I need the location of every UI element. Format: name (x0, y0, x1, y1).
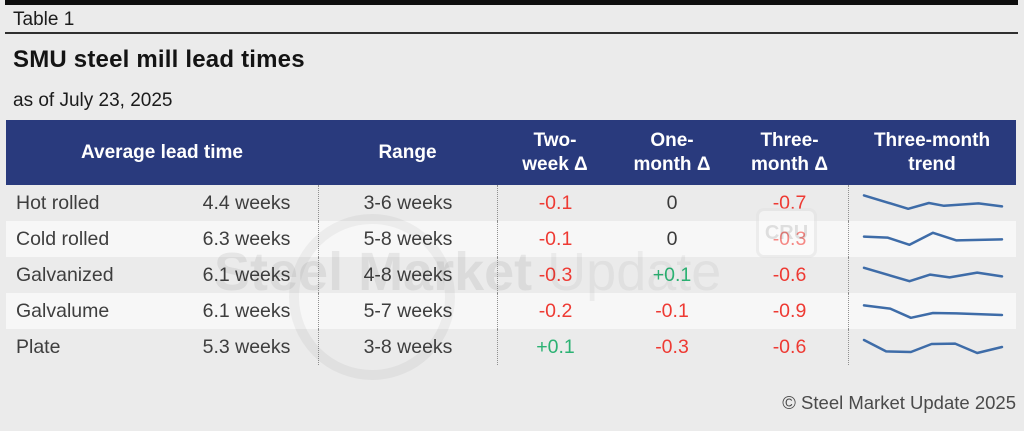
trend-cell (848, 185, 1016, 221)
three-month-delta-cell: -0.9 (772, 299, 807, 322)
three-month-delta-cell: -0.6 (772, 335, 807, 358)
product-cell: Hot rolled (16, 191, 100, 214)
header-average-lead-time: Average lead time (81, 141, 243, 163)
average-lead-time-cell: 6.1 weeks (202, 299, 291, 322)
header-line: week Δ (522, 153, 588, 175)
average-lead-time-cell: 6.1 weeks (202, 263, 291, 286)
two-week-delta-cell: +0.1 (497, 329, 613, 365)
product-cell: Cold rolled (16, 227, 110, 250)
table-header-row: Average lead time Range Two- week Δ One-… (6, 120, 1016, 185)
as-of-date: as of July 23, 2025 (13, 90, 173, 111)
one-month-delta-cell: +0.1 (652, 263, 692, 286)
three-month-delta-cell: -0.3 (772, 227, 807, 250)
top-border-bar (5, 0, 1018, 5)
page-title: SMU steel mill lead times (13, 46, 305, 73)
table-row: Cold rolled 6.3 weeks 5-8 weeks -0.1 0 -0.3 (6, 221, 1016, 257)
product-cell: Galvanized (16, 263, 114, 286)
two-week-delta-cell: -0.2 (497, 293, 613, 329)
header-three-month-trend: Three-month trend (848, 120, 1016, 185)
table-row: Hot rolled 4.4 weeks 3-6 weeks -0.1 0 -0.7 (6, 185, 1016, 221)
one-month-delta-cell: -0.1 (655, 299, 689, 322)
trend-sparkline (862, 266, 1003, 283)
trend-cell (848, 221, 1016, 257)
header-one-month-delta: One- month Δ (613, 120, 731, 185)
divider-line (5, 32, 1018, 34)
range-cell: 3-6 weeks (318, 185, 497, 221)
one-month-delta-cell: 0 (666, 191, 678, 214)
trend-sparkline (862, 304, 1003, 320)
table-body: Hot rolled 4.4 weeks 3-6 weeks -0.1 0 -0.7 Col… (6, 185, 1016, 365)
table-row: Galvanized 6.1 weeks 4-8 weeks -0.3 +0.1 -0.6 (6, 257, 1016, 293)
trend-sparkline (862, 338, 1003, 355)
trend-sparkline (862, 231, 1003, 247)
average-lead-time-cell: 6.3 weeks (202, 227, 291, 250)
three-month-delta-cell: -0.6 (772, 263, 807, 286)
product-cell: Plate (16, 335, 61, 358)
range-cell: 5-7 weeks (318, 293, 497, 329)
two-week-delta-cell: -0.1 (497, 185, 613, 221)
header-line: One- (650, 129, 694, 151)
average-lead-time-cell: 4.4 weeks (202, 191, 291, 214)
header-line: month Δ (633, 153, 711, 175)
product-cell: Galvalume (16, 299, 110, 322)
lead-times-table: Average lead time Range Two- week Δ One-… (6, 120, 1016, 365)
copyright: © Steel Market Update 2025 (782, 392, 1016, 413)
one-month-delta-cell: 0 (666, 227, 678, 250)
range-cell: 5-8 weeks (318, 221, 497, 257)
header-two-week-delta: Two- week Δ (497, 120, 613, 185)
table-label: Table 1 (13, 9, 75, 30)
trend-sparkline (862, 194, 1003, 211)
header-range: Range (378, 141, 437, 163)
range-cell: 3-8 weeks (318, 329, 497, 365)
trend-cell (848, 257, 1016, 293)
table-row: Plate 5.3 weeks 3-8 weeks +0.1 -0.3 -0.6 (6, 329, 1016, 365)
header-line: Two- (533, 129, 577, 151)
header-three-month-delta: Three- month Δ (731, 120, 848, 185)
two-week-delta-cell: -0.3 (497, 257, 613, 293)
header-line: month Δ (751, 153, 828, 175)
trend-cell (848, 329, 1016, 365)
one-month-delta-cell: -0.3 (655, 335, 689, 358)
header-line: Three-month (873, 129, 991, 151)
two-week-delta-cell: -0.1 (497, 221, 613, 257)
range-cell: 4-8 weeks (318, 257, 497, 293)
header-line: Three- (760, 129, 819, 151)
table-row: Galvalume 6.1 weeks 5-7 weeks -0.2 -0.1 -0.9 (6, 293, 1016, 329)
average-lead-time-cell: 5.3 weeks (202, 335, 291, 358)
three-month-delta-cell: -0.7 (772, 191, 807, 214)
header-line: trend (908, 153, 956, 175)
trend-cell (848, 293, 1016, 329)
